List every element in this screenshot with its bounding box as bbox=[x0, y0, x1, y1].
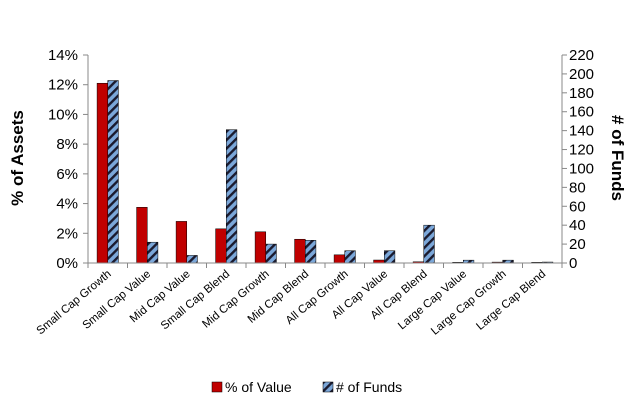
y-tick-label: 8% bbox=[56, 136, 78, 153]
y-tick-label: 6% bbox=[56, 166, 78, 183]
category-label: Mid Cap Growth bbox=[200, 268, 271, 331]
legend-swatch-value bbox=[211, 381, 223, 393]
legend-label-value: % of Value bbox=[225, 379, 292, 395]
y2-tick-label: 40 bbox=[569, 217, 586, 234]
y-tick-label: 4% bbox=[56, 196, 78, 213]
category-label: Small Cap Blend bbox=[159, 268, 232, 332]
y2-tick-label: 100 bbox=[569, 160, 594, 177]
y2-tick-label: 200 bbox=[569, 66, 594, 83]
legend-swatch-funds bbox=[322, 381, 334, 393]
category-label: Large Cap Value bbox=[396, 268, 469, 332]
y2-tick-label: 20 bbox=[569, 236, 586, 253]
category-label: Small Cap Growth bbox=[35, 268, 114, 337]
bar-funds-7 bbox=[384, 250, 396, 264]
left-axis: 0% 2% 4% 6% 8% 10% 12% 14% bbox=[48, 47, 89, 272]
y2-axis-title: # of Funds bbox=[608, 115, 627, 201]
bar-value-1 bbox=[136, 207, 148, 264]
y2-tick-label: 120 bbox=[569, 142, 594, 159]
y2-tick-label: 60 bbox=[569, 198, 586, 215]
bar-value-6 bbox=[333, 254, 345, 264]
y-tick-label: 12% bbox=[48, 77, 78, 94]
y2-tick-label: 180 bbox=[569, 85, 594, 102]
y-axis-title: % of Assets bbox=[8, 110, 27, 206]
bar-funds-6 bbox=[344, 250, 356, 264]
bar-funds-0 bbox=[107, 80, 119, 264]
bar-funds-4 bbox=[265, 243, 277, 264]
bar-funds-2 bbox=[186, 255, 198, 264]
bar-funds-8 bbox=[423, 224, 435, 264]
y-tick-label: 0% bbox=[56, 255, 78, 272]
category-label: Large Cap Growth bbox=[429, 268, 509, 338]
y-tick-label: 2% bbox=[56, 225, 78, 242]
y2-tick-label: 160 bbox=[569, 104, 594, 121]
legend: % of Value # of Funds bbox=[211, 379, 402, 395]
bar-value-3 bbox=[215, 228, 227, 264]
bar-value-5 bbox=[294, 238, 306, 264]
bar-value-4 bbox=[254, 231, 267, 264]
y2-tick-label: 140 bbox=[569, 123, 594, 140]
bar-funds-3 bbox=[226, 129, 238, 264]
category-label: Small Cap Value bbox=[81, 268, 154, 332]
category-label: Large Cap Blend bbox=[474, 268, 548, 333]
y-tick-label: 14% bbox=[48, 47, 78, 64]
bar-value-2 bbox=[175, 221, 188, 264]
plot-area bbox=[96, 80, 554, 264]
y2-tick-label: 80 bbox=[569, 179, 586, 196]
legend-label-funds: # of Funds bbox=[336, 379, 402, 395]
y2-tick-label: 220 bbox=[569, 47, 594, 64]
y-tick-label: 10% bbox=[48, 106, 78, 123]
bar-funds-1 bbox=[147, 241, 159, 264]
y2-tick-label: 0 bbox=[569, 255, 577, 272]
bar-value-0 bbox=[96, 82, 109, 264]
bar-funds-5 bbox=[305, 240, 317, 264]
